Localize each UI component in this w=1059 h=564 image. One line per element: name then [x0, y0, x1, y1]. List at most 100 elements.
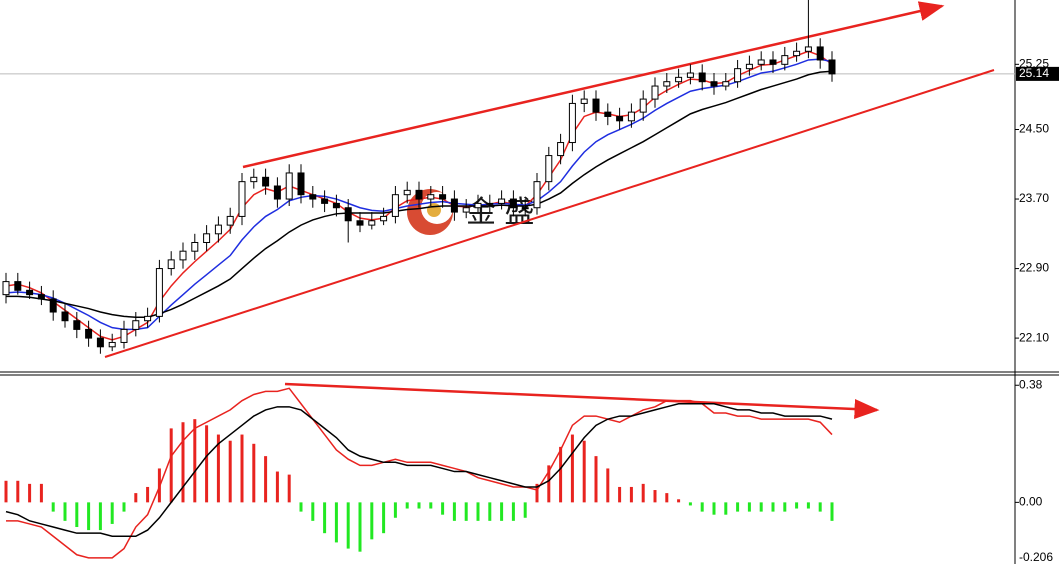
histogram-bar: [28, 483, 32, 503]
histogram-bar: [795, 502, 799, 509]
histogram-bar: [287, 474, 291, 503]
candle-body: [545, 155, 553, 183]
histogram-bar: [134, 493, 138, 503]
candle-body: [462, 207, 470, 213]
candle-body: [521, 207, 529, 210]
candle-body: [509, 198, 517, 209]
candle-body: [592, 98, 600, 113]
trend-line: [242, 1, 945, 169]
candle-body: [61, 311, 69, 322]
candle-body: [580, 98, 588, 104]
histogram-bar: [146, 486, 150, 503]
candle-body: [179, 250, 187, 261]
candle-body: [37, 294, 45, 300]
candle-body: [604, 111, 612, 117]
watermark: 金 盛: [407, 189, 534, 235]
candle-body: [486, 202, 494, 205]
candle-body: [167, 259, 175, 270]
candle-body: [285, 172, 293, 200]
histogram-bar: [205, 425, 209, 503]
histogram-bar: [382, 502, 386, 534]
candle-body: [14, 281, 22, 291]
histogram-bar: [665, 493, 669, 503]
histogram-bar: [441, 502, 445, 515]
trend-line: [284, 382, 880, 420]
candle-body: [380, 215, 388, 222]
histogram-bar: [523, 502, 527, 518]
histogram-bar: [334, 502, 338, 543]
candle-body: [415, 189, 423, 200]
histogram-bar: [818, 502, 822, 512]
candle-body: [85, 328, 93, 339]
indicator-line: [6, 387, 833, 559]
histogram-bar: [122, 502, 126, 512]
histogram-bar: [429, 502, 433, 509]
histogram-bar: [677, 499, 681, 503]
histogram-bar: [264, 456, 268, 503]
histogram-bar: [464, 502, 468, 521]
histogram-bar: [759, 502, 763, 512]
candle-body: [332, 202, 340, 209]
y-tick-label: 22.10: [1019, 330, 1049, 344]
histogram-bar: [582, 440, 586, 503]
candle-body: [439, 194, 447, 200]
candle-body: [191, 241, 199, 252]
candle-body: [155, 268, 163, 317]
histogram-bar: [4, 480, 8, 503]
candle-body: [710, 81, 718, 87]
histogram-bar: [181, 422, 185, 503]
candle-body: [639, 98, 647, 113]
histogram-bar: [323, 502, 327, 534]
indicator-line: [5, 402, 833, 538]
histogram-bar: [559, 446, 563, 503]
y-tick-label: 23.70: [1019, 191, 1049, 205]
histogram-bar: [712, 502, 716, 515]
histogram-bar: [299, 502, 303, 512]
histogram-bar: [405, 502, 409, 509]
y-tick-label: 0.00: [1019, 495, 1043, 509]
histogram-bar: [169, 428, 173, 503]
candle-body: [627, 111, 635, 122]
candle-body: [368, 220, 376, 226]
candle-body: [214, 224, 222, 235]
candle-body: [828, 59, 836, 75]
histogram-bar: [547, 465, 551, 503]
candle-body: [132, 320, 140, 330]
candle-body: [356, 220, 364, 226]
candle-body: [769, 59, 777, 65]
trend-line: [104, 69, 995, 358]
current-price-box: [1016, 66, 1059, 81]
y-tick-label: -0.206: [1019, 550, 1053, 564]
histogram-bar: [606, 468, 610, 503]
candle-body: [675, 76, 683, 83]
histogram-bar: [51, 502, 55, 512]
histogram-bar: [618, 486, 622, 503]
histogram-bar: [358, 502, 362, 552]
candle-body: [734, 68, 742, 83]
histogram-bar: [500, 502, 504, 521]
candle-body: [450, 198, 458, 213]
candle-body: [309, 194, 317, 200]
histogram-bar: [535, 483, 539, 503]
histogram-bar: [16, 480, 20, 503]
candle-body: [474, 202, 482, 209]
histogram-bar: [216, 434, 220, 503]
candle-body: [2, 281, 10, 296]
histogram-bar: [783, 502, 787, 512]
histogram-bar: [511, 502, 515, 521]
candle-body: [498, 198, 506, 204]
candle-body: [203, 233, 211, 243]
candle-body: [144, 315, 152, 322]
histogram-bar: [39, 483, 43, 503]
candle-body: [793, 50, 801, 57]
candle-body: [238, 181, 246, 217]
candle-body: [391, 194, 399, 217]
candle-body: [273, 185, 281, 200]
candle-body: [804, 46, 812, 52]
candle-body: [533, 181, 541, 209]
candle-body: [427, 194, 435, 200]
histogram-bar: [87, 502, 91, 531]
histogram-bar: [806, 502, 810, 509]
histogram-bar: [393, 502, 397, 518]
histogram-bar: [228, 440, 232, 503]
